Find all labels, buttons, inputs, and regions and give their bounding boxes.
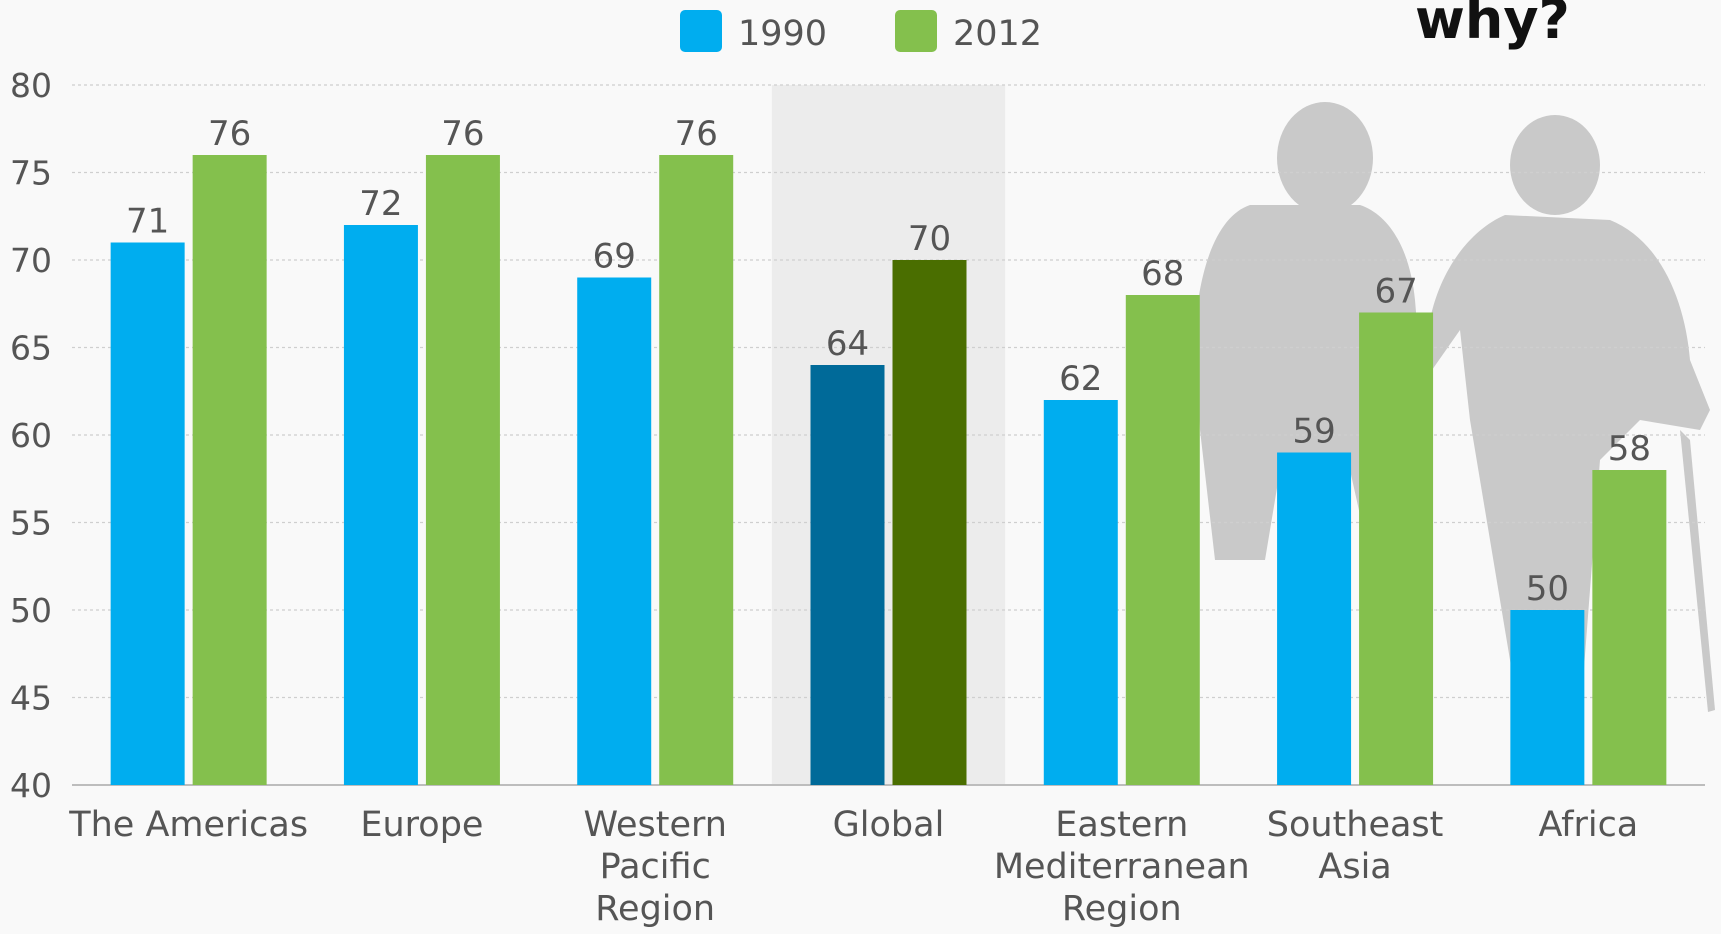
y-tick-label: 55: [10, 504, 52, 543]
category-label-line: Pacific: [600, 847, 711, 887]
bar-2012: [1359, 312, 1434, 785]
value-label: 76: [675, 114, 718, 154]
value-label: 68: [1141, 254, 1184, 294]
category-label-line: Africa: [1538, 805, 1638, 845]
value-label: 62: [1059, 359, 1102, 399]
y-tick-label: 75: [10, 154, 52, 193]
category-label: Western Pacific Region: [583, 805, 727, 929]
bar-1990: [110, 242, 185, 785]
bar-2012: [425, 155, 500, 785]
y-tick-label: 40: [10, 766, 52, 805]
legend-label: 2012: [953, 14, 1042, 54]
category-label: Southeast Asia: [1267, 805, 1444, 887]
y-tick-label: 50: [10, 591, 52, 630]
bar-2012: [892, 260, 967, 785]
bar-1990: [577, 277, 652, 785]
category-label: The Americas: [68, 805, 308, 845]
category-label: Global: [833, 805, 945, 845]
category-label-line: Eastern: [1055, 805, 1188, 845]
category-label-line: Europe: [360, 805, 483, 845]
y-tick-label: 45: [10, 679, 52, 718]
bar-2012: [1592, 470, 1667, 785]
bar-2012: [1125, 295, 1200, 785]
legend-swatch-1990: [680, 10, 722, 52]
y-tick-label: 65: [10, 329, 52, 368]
y-tick-label: 60: [10, 416, 52, 455]
category-label-line: Region: [595, 889, 715, 929]
category-label-line: Region: [1062, 889, 1182, 929]
category-label: Africa: [1538, 805, 1638, 845]
legend-swatch-2012: [895, 10, 937, 52]
value-label: 76: [441, 114, 484, 154]
bar-1990: [1043, 400, 1118, 785]
y-tick-label: 70: [10, 241, 52, 280]
value-label: 76: [208, 114, 251, 154]
y-tick-label: 80: [10, 66, 52, 105]
value-label: 64: [826, 324, 869, 364]
value-label: 50: [1526, 569, 1569, 609]
category-label-line: The Americas: [68, 805, 308, 845]
annotation-text: why?: [1415, 0, 1570, 51]
category-label-line: Asia: [1318, 847, 1391, 887]
value-label: 69: [593, 237, 636, 277]
bar-1990: [1277, 452, 1352, 785]
value-label: 59: [1292, 412, 1335, 452]
value-label: 58: [1608, 429, 1651, 469]
bar-2012: [192, 155, 267, 785]
value-label: 70: [908, 219, 951, 259]
value-label: 67: [1374, 272, 1417, 312]
bar-1990: [343, 225, 418, 785]
bar-1990: [1510, 610, 1585, 785]
category-label-line: Mediterranean: [994, 847, 1250, 887]
bar-1990: [810, 365, 885, 785]
bar-2012: [659, 155, 734, 785]
value-label: 71: [126, 202, 169, 242]
value-label: 72: [359, 184, 402, 224]
category-label: Eastern Mediterranean Region: [994, 805, 1250, 929]
category-label-line: Global: [833, 805, 945, 845]
category-label-line: Western: [583, 805, 727, 845]
category-label: Europe: [360, 805, 483, 845]
legend-label: 1990: [738, 14, 827, 54]
category-label-line: Southeast: [1267, 805, 1444, 845]
